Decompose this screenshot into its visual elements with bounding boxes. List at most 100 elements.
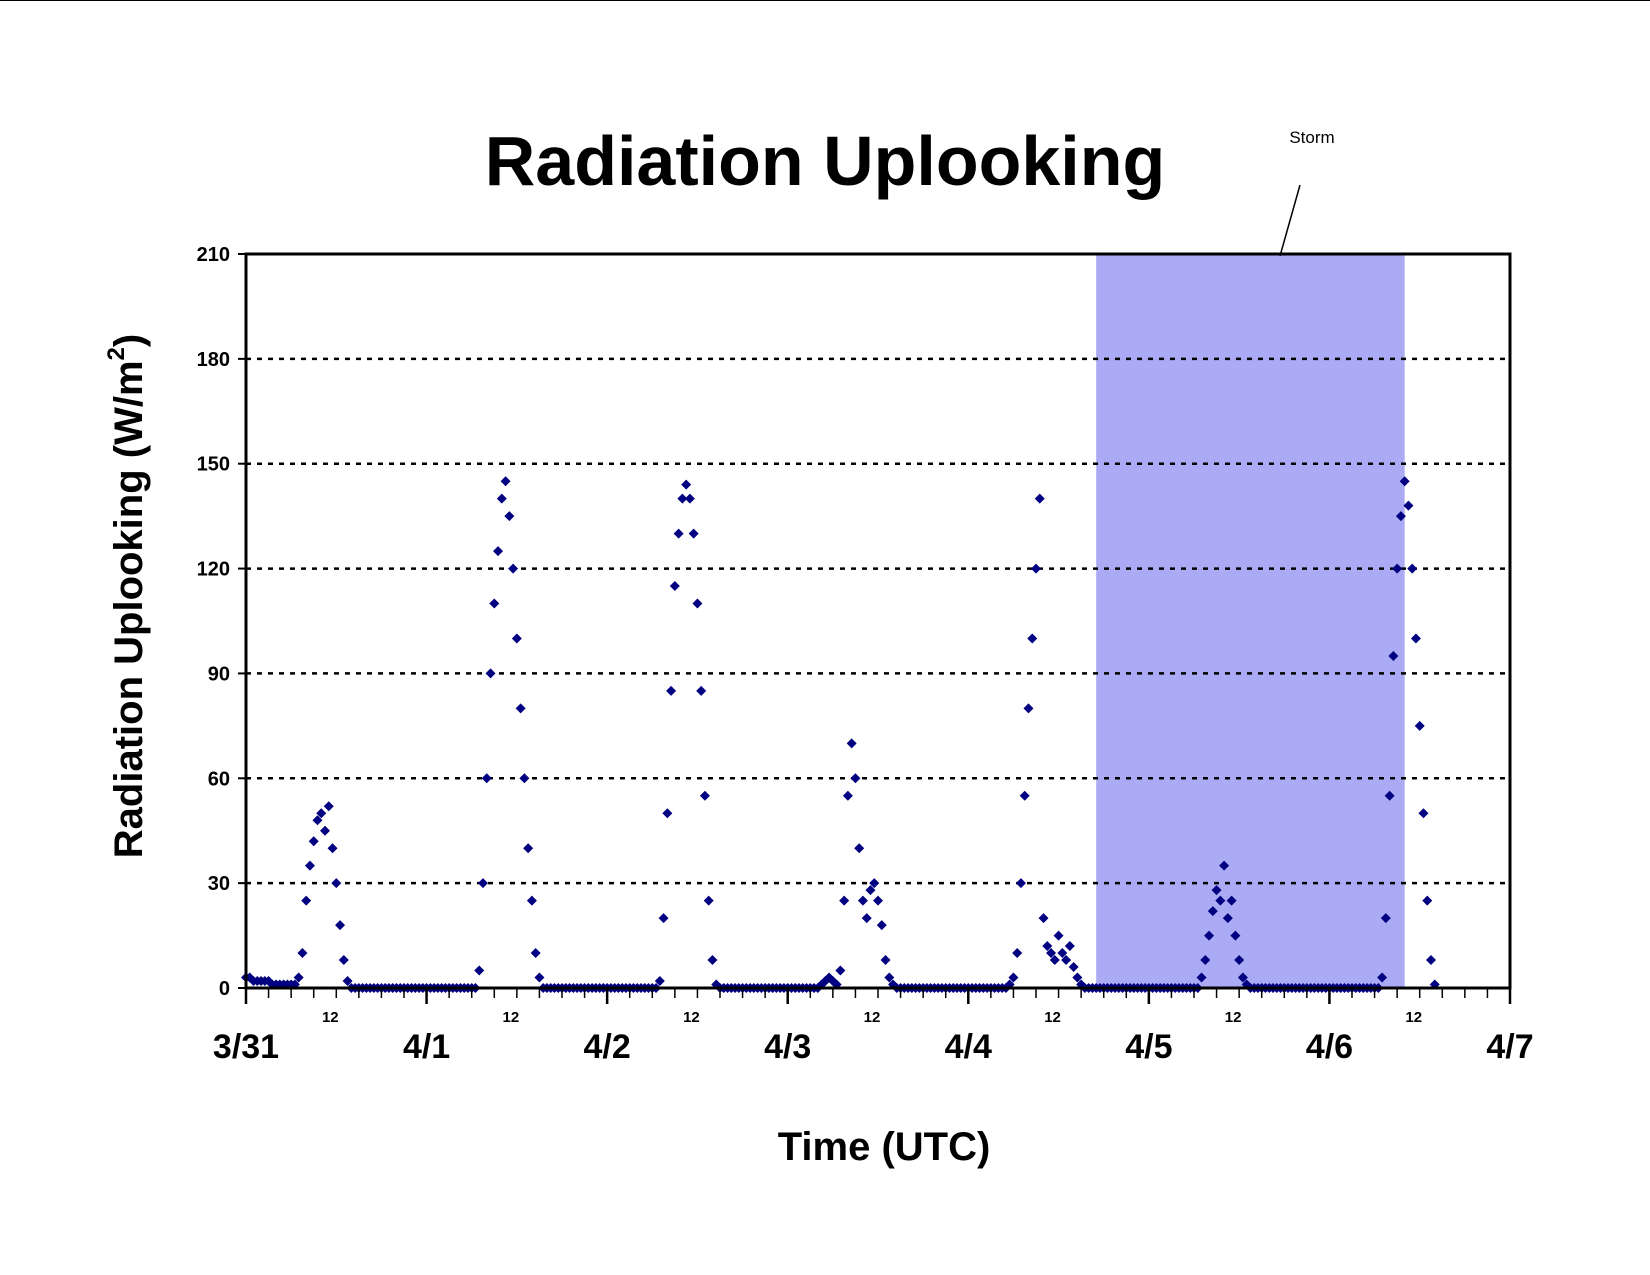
- data-point: [688, 528, 699, 539]
- data-point: [1038, 913, 1049, 924]
- data-point: [342, 976, 353, 987]
- storm-annotation: Storm: [1289, 128, 1334, 147]
- data-point: [1031, 563, 1041, 574]
- data-point: [1204, 930, 1215, 941]
- data-point: [504, 511, 515, 522]
- data-point: [1215, 895, 1226, 906]
- date-label-1: 4/1: [403, 1028, 450, 1066]
- data-point: [1019, 790, 1030, 801]
- data-point: [699, 790, 710, 801]
- data-point: [673, 528, 684, 539]
- data-point: [316, 808, 327, 819]
- data-point: [508, 563, 519, 574]
- data-point: [846, 738, 857, 749]
- data-point: [1211, 885, 1222, 896]
- ytick-label-60: 60: [208, 768, 230, 790]
- date-label-2: 4/2: [584, 1028, 631, 1066]
- data-point: [526, 895, 537, 906]
- data-point: [1008, 972, 1019, 983]
- data-point: [1053, 930, 1064, 941]
- data-point: [1384, 790, 1395, 801]
- data-point: [500, 476, 511, 487]
- data-point: [293, 972, 304, 983]
- ytick-label-120: 120: [197, 559, 230, 581]
- chart-title: Radiation Uplooking: [485, 122, 1166, 200]
- data-point: [684, 493, 695, 504]
- data-point: [1049, 955, 1060, 966]
- data-point: [1414, 720, 1425, 731]
- data-point: [511, 633, 522, 644]
- date-label-5: 4/5: [1125, 1028, 1172, 1066]
- data-point: [1072, 972, 1083, 983]
- data-point: [493, 546, 504, 557]
- noon-label-3: 12: [864, 1009, 881, 1026]
- data-point: [1410, 633, 1421, 644]
- data-point: [669, 581, 680, 592]
- date-label-4: 4/4: [945, 1028, 992, 1066]
- data-point: [481, 773, 492, 784]
- data-point: [658, 913, 669, 924]
- data-point: [338, 955, 349, 966]
- date-label-7: 4/7: [1486, 1028, 1533, 1066]
- data-point: [1064, 941, 1075, 952]
- data-point: [1234, 955, 1245, 966]
- data-point: [1237, 972, 1248, 983]
- data-point: [1422, 895, 1433, 906]
- data-point: [485, 668, 496, 679]
- data-point: [304, 860, 315, 871]
- data-point: [865, 885, 876, 896]
- data-point: [677, 493, 688, 504]
- data-point: [861, 913, 872, 924]
- top-border: [0, 0, 1650, 1]
- data-point: [320, 825, 330, 836]
- ytick-label-0: 0: [219, 978, 230, 1000]
- date-label-3: 4/3: [764, 1028, 811, 1066]
- x-axis-title: Time (UTC): [778, 1125, 991, 1169]
- ytick-label-150: 150: [197, 454, 230, 476]
- data-point: [335, 920, 346, 931]
- data-point: [1219, 860, 1230, 871]
- data-point: [308, 836, 319, 847]
- data-point: [1407, 563, 1418, 574]
- x-axis-ticks: 3/31 4/1 4/2 4/3 4/4 4/5 4/6 4/7 12 12 12 12 12 12 12: [213, 988, 1534, 1066]
- data-point: [312, 815, 323, 826]
- noon-label-0: 12: [322, 1009, 339, 1026]
- data-point: [850, 773, 861, 784]
- data-point: [1395, 511, 1406, 522]
- data-point: [1057, 948, 1068, 959]
- data-point: [884, 972, 895, 983]
- data-point: [1015, 878, 1026, 889]
- data-point: [1230, 930, 1241, 941]
- data-point: [1046, 948, 1057, 959]
- data-point: [1207, 906, 1218, 917]
- data-point: [1034, 493, 1045, 504]
- data-point: [857, 895, 868, 906]
- data-point: [327, 843, 338, 854]
- data-point: [301, 895, 312, 906]
- data-point: [873, 895, 883, 906]
- data-point: [474, 965, 485, 976]
- date-label-6: 4/6: [1306, 1028, 1353, 1066]
- data-point: [876, 920, 887, 931]
- data-point: [519, 773, 530, 784]
- data-point: [515, 703, 526, 714]
- data-point: [1377, 972, 1388, 983]
- y-axis-title-close: ): [107, 334, 151, 347]
- data-point: [707, 955, 718, 966]
- data-point: [666, 685, 677, 696]
- data-point: [696, 685, 707, 696]
- storm-shaded-region: [1096, 254, 1405, 988]
- data-point: [1061, 955, 1072, 966]
- noon-label-1: 12: [503, 1009, 520, 1026]
- ytick-label-180: 180: [197, 349, 230, 371]
- data-point: [662, 808, 673, 819]
- data-point: [1222, 913, 1233, 924]
- data-point: [534, 972, 545, 983]
- data-point: [692, 598, 703, 609]
- data-point: [842, 790, 853, 801]
- date-label-0: 3/31: [213, 1028, 279, 1066]
- data-point: [839, 895, 850, 906]
- noon-label-5: 12: [1225, 1009, 1242, 1026]
- data-point: [1399, 476, 1410, 487]
